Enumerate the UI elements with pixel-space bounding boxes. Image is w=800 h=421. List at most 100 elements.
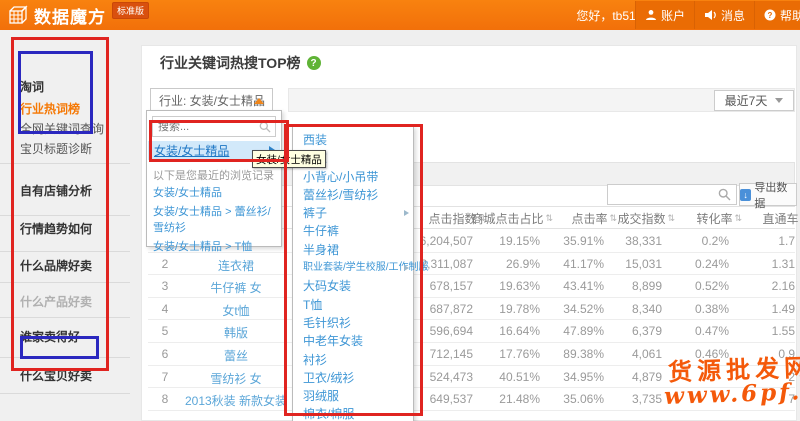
sidebar-item-宝贝标题诊断[interactable]: 宝贝标题诊断 [20, 142, 93, 156]
table-keyword[interactable]: 女t恤 [222, 304, 250, 318]
column-header-label: 转化率 [696, 212, 733, 226]
help-icon[interactable]: ? [306, 56, 321, 70]
table-keyword[interactable]: 牛仔裤 女 [210, 281, 262, 295]
table-cell: 41.17% [563, 257, 604, 271]
table-keyword[interactable]: 连衣裙 [217, 259, 254, 273]
svg-text:?: ? [768, 11, 773, 20]
table-cell: 34.95% [563, 370, 604, 384]
submenu-item-裤子[interactable]: 裤子 [293, 204, 413, 222]
table-rank: 8 [161, 392, 169, 406]
sidebar-item-淘词[interactable]: 淘词 [20, 80, 45, 94]
download-icon: ↓ [740, 188, 752, 201]
sidebar-item-什么产品好卖[interactable]: 什么产品好卖 [20, 295, 93, 309]
header-button-消息[interactable]: 消息 [694, 1, 755, 29]
sidebar-divider [0, 163, 130, 164]
table-cell: 26.9% [505, 257, 540, 271]
export-data-button[interactable]: ↓ 导出数据 [739, 182, 797, 210]
submenu-item-职业套装/学生校服/工作制服[interactable]: 职业套装/学生校服/工作制服 [303, 262, 429, 274]
sidebar-divider [0, 251, 130, 252]
table-cell: 43.41% [563, 279, 604, 293]
column-header-成交指数[interactable]: 成交指数 ⇅ [535, 210, 675, 227]
table-cell: 38,331 [625, 234, 662, 248]
table-rank: 4 [161, 302, 169, 316]
table-rank: 3 [161, 279, 169, 293]
submenu-item-半身裙[interactable]: 半身裙 [303, 242, 340, 257]
submenu-item-棉衣/棉服[interactable]: 棉衣/棉服 [303, 407, 355, 421]
table-cell: 6,204,507 [419, 234, 473, 248]
table-cell: 0.38% [694, 302, 729, 316]
table-row-divider [148, 387, 795, 388]
table-cell: 0.47% [694, 324, 729, 338]
category-search-input[interactable] [152, 116, 276, 137]
search-icon [718, 188, 731, 201]
submenu-item-大码女装[interactable]: 大码女装 [303, 279, 352, 294]
column-header-直通车[interactable]: 直通车 ⇅ [668, 210, 800, 227]
table-cell: 524,473 [429, 370, 473, 384]
column-header-label: 成交指数 [617, 212, 666, 226]
filter-strip [288, 88, 795, 112]
history-link[interactable]: 女装/女士精品 > T恤 [153, 241, 253, 253]
page-title: 行业关键词热搜TOP榜 ? [160, 53, 321, 73]
table-cell: 8,899 [631, 279, 662, 293]
table-search-input[interactable] [607, 184, 737, 205]
submenu-item-西装[interactable]: 西装 [303, 133, 328, 147]
submenu-item-羽绒服[interactable]: 羽绒服 [303, 389, 340, 404]
table-row-divider [148, 410, 795, 411]
submenu-item-蕾丝衫/雪纺衫[interactable]: 蕾丝衫/雪纺衫 [303, 187, 379, 202]
sidebar-item-自有店铺分析[interactable]: 自有店铺分析 [20, 184, 93, 198]
table-cell: 19.78% [499, 302, 540, 316]
sidebar-divider [0, 357, 130, 358]
table-keyword[interactable]: 2013秋装 新款女装 [184, 394, 288, 408]
table-rank: 2 [161, 257, 169, 271]
table-row-divider [148, 319, 795, 320]
table-cell: 1.49 [771, 302, 795, 316]
sidebar-item-什么宝贝好卖[interactable]: 什么宝贝好卖 [20, 369, 93, 383]
header-button-账户[interactable]: 账户 [634, 1, 695, 29]
table-rank: 7 [161, 370, 169, 384]
history-link[interactable]: 女装/女士精品 > 蕾丝衫/雪纺衫 [153, 206, 271, 234]
sidebar-item-全网关键词查询[interactable]: 全网关键词查询 [20, 122, 105, 136]
app-title: 数据魔方 [34, 7, 106, 27]
submenu-item-毛针织衫[interactable]: 毛针织衫 [303, 315, 352, 330]
column-header-点击率[interactable]: 点击率 ⇅ [477, 210, 617, 227]
submenu-item-中老年女装[interactable]: 中老年女装 [303, 334, 364, 349]
sidebar-item-行业热词榜[interactable]: 行业热词榜 [20, 102, 81, 116]
edition-badge: 标准版 [112, 1, 150, 19]
industry-dropdown-control[interactable]: 行业: 女装/女士精品 [150, 88, 273, 112]
column-header-转化率[interactable]: 转化率 ⇅ [602, 210, 742, 227]
table-cell: 21.48% [499, 392, 540, 406]
logo[interactable]: 数据魔方 标准版 [8, 0, 150, 30]
column-header-点击指数[interactable]: 点击指数 ⇅ [346, 210, 486, 227]
cube-logo-icon [8, 5, 28, 25]
table-cell: 0.46% [694, 347, 729, 361]
table-keyword[interactable]: 蕾丝 [223, 349, 248, 363]
column-header-label: 点击指数 [428, 212, 477, 226]
submenu-item-T恤[interactable]: T恤 [303, 297, 323, 312]
submenu-item-牛仔裤[interactable]: 牛仔裤 [303, 224, 340, 239]
table-cell: 0.24% [694, 257, 729, 271]
sidebar-item-行情趋势如何[interactable]: 行情趋势如何 [20, 222, 93, 236]
table-cell: 0.2% [701, 234, 729, 248]
table-cell: 6,379 [631, 324, 662, 338]
table-cell: 35.06% [563, 392, 604, 406]
table-cell: 0.52% [694, 279, 729, 293]
column-header-商城点击占比[interactable]: 商城点击占比 ⇅ [413, 210, 553, 227]
history-list: 女装/女士精品女装/女士精品 > 蕾丝衫/雪纺衫女装/女士精品 > T恤 [153, 185, 277, 258]
sort-icon: ⇅ [545, 213, 553, 223]
sidebar-item-谁家卖得好[interactable]: 谁家卖得好 [20, 330, 81, 344]
submenu-item-衬衫[interactable]: 衬衫 [303, 352, 328, 367]
table-keyword[interactable]: 韩版 [223, 326, 248, 340]
table-cell: 8,340 [631, 302, 662, 316]
header-button-帮助[interactable]: ? 帮助 [754, 1, 800, 29]
date-range-select[interactable]: 最近7天 [714, 90, 794, 111]
chevron-up-icon [254, 98, 264, 104]
history-link[interactable]: 女装/女士精品 [153, 187, 223, 199]
table-keyword[interactable]: 雪纺衫 女 [210, 372, 262, 386]
submenu-item-小背心/小吊带[interactable]: 小背心/小吊带 [303, 169, 379, 184]
table-row-divider [148, 365, 795, 366]
submenu-item-卫衣/绒衫[interactable]: 卫衣/绒衫 [303, 370, 355, 385]
user-icon [645, 9, 657, 21]
sidebar-item-什么品牌好卖[interactable]: 什么品牌好卖 [20, 259, 93, 273]
table-cell: 34.52% [563, 302, 604, 316]
